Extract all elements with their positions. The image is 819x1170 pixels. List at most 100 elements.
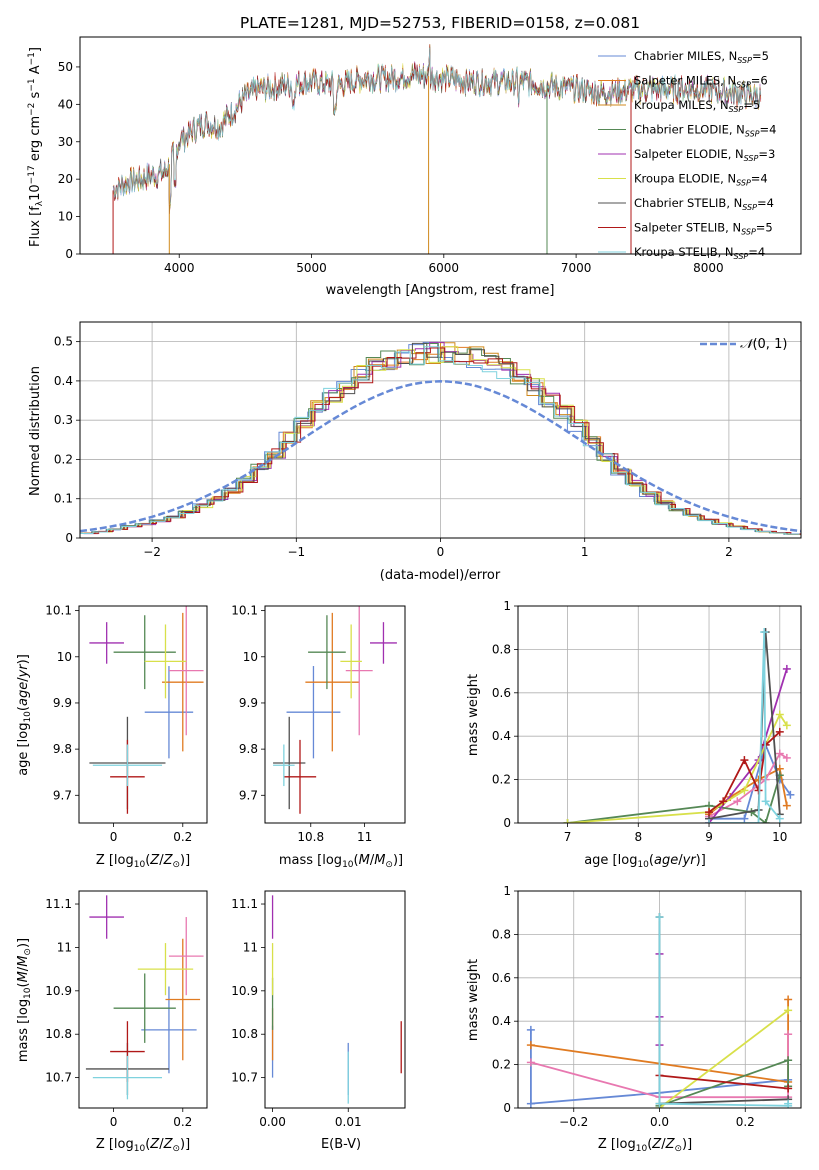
errorbar-point (113, 973, 176, 1043)
weight-series-line (658, 917, 789, 1105)
x-tick-label: 8000 (693, 261, 724, 275)
legend-entry-rest: =4 (751, 172, 768, 186)
age-vs-metallicity-ylabel: age [log10(age/yr)] (16, 654, 33, 776)
y-tick-label: 10.7 (45, 1071, 72, 1085)
x-tick-label: 4000 (164, 261, 195, 275)
age-vs-metallicity-xlabel: Z [log10(Z/Z⊙)] (96, 853, 190, 870)
legend-subscript: SSP (742, 203, 757, 212)
histogram-step-line (80, 343, 799, 535)
y-tick-label: 9.9 (239, 696, 258, 710)
x-tick-label: 0.01 (335, 1115, 362, 1129)
legend-entry-label: Kroupa ELODIE, NSSP=4 (634, 172, 768, 188)
x-tick-label: −0.2 (559, 1115, 588, 1129)
errorbar-point (345, 606, 373, 736)
spectrum-panel: 4000 5000 6000 7000 8000 0 10 20 30 40 50 waveleng… (27, 36, 802, 298)
legend-entry-label: Salpeter MILES, NSSP=6 (634, 74, 768, 90)
errorbar-point (144, 666, 194, 759)
y-tick-label: 20 (58, 172, 73, 186)
y-tick-label: 0.2 (492, 1058, 511, 1072)
plot-clip-group (273, 606, 397, 814)
y-tick-label: 9.9 (53, 696, 72, 710)
legend-subscript: SSP (736, 179, 751, 188)
weight-vs-age-ylabel: mass weight (466, 674, 481, 756)
x-tick-label: 7 (564, 830, 572, 844)
y-tick-label: 0.4 (492, 1014, 511, 1028)
weight-vs-metallicity-ylabel: mass weight (466, 959, 481, 1041)
plot-clip-group (271, 895, 402, 1104)
x-tick-label: 1 (581, 545, 589, 559)
errorbar-point (144, 624, 187, 699)
legend-entry-label: Salpeter STELIB, NSSP=5 (634, 221, 773, 237)
errorbar-point (141, 986, 197, 1074)
y-tick-label: 0.4 (492, 729, 511, 743)
legend-entry-rest: =4 (748, 245, 765, 259)
y-tick-label: 0.6 (492, 686, 511, 700)
errorbar-point (92, 744, 163, 787)
plot-clip-group (80, 341, 801, 535)
histogram-step-line (81, 346, 801, 535)
errorbar-point (283, 739, 317, 814)
y-tick-label: 0 (65, 247, 73, 261)
x-tick-label: 10 (772, 830, 787, 844)
errorbar-point (370, 622, 397, 664)
y-tick-label: 0.1 (54, 492, 73, 506)
axes-frame (517, 605, 802, 824)
y-tick-label: 0 (65, 531, 73, 545)
y-tick-label: 10 (58, 210, 73, 224)
errorbar-point (305, 612, 360, 752)
weight-vs-age-xlabel: age [log10(age/yr)] (584, 853, 706, 870)
y-tick-label: 0.3 (54, 413, 73, 427)
y-tick-label: 9.8 (239, 742, 258, 756)
legend-entry-rest: =4 (757, 196, 774, 210)
plot-clip-group (85, 895, 204, 1100)
legend-entry-rest: =5 (752, 49, 769, 63)
errorbar-point (340, 624, 362, 699)
legend-entry-label: Chabrier MILES, NSSP=5 (634, 49, 769, 65)
spectrum-series-line (112, 47, 762, 206)
legend-subscript: SSP (744, 154, 759, 163)
legend-entry-label: Chabrier STELIB, NSSP=4 (634, 196, 774, 212)
errorbar-point (168, 606, 204, 736)
x-tick-label: 8 (634, 830, 642, 844)
plot-clip-group (563, 628, 795, 823)
legend-entry-rest: =3 (758, 147, 775, 161)
x-tick-label: −2 (143, 545, 161, 559)
age-vs-metallicity-plot-area: 0 0.2 9.7 9.8 9.9 10 10.1 (45, 604, 208, 844)
histogram-step-line (80, 341, 799, 535)
y-tick-label: 50 (58, 60, 73, 74)
x-tick-label: 0.00 (259, 1115, 286, 1129)
mass-vs-metallicity-xlabel: Z [log10(Z/Z⊙)] (96, 1137, 190, 1154)
x-tick-label: 11 (357, 830, 372, 844)
y-tick-label: 10.1 (45, 604, 72, 618)
legend-subscript: SSP (734, 252, 749, 261)
y-tick-label: 0.2 (54, 452, 73, 466)
plot-clip-group (89, 606, 204, 814)
x-tick-label: 10.8 (297, 830, 324, 844)
y-tick-label: 10.7 (231, 1071, 258, 1085)
y-tick-label: 10.9 (231, 984, 258, 998)
weight-vs-metallicity-plot-area: −0.2 0.0 0.2 0 0.2 0.4 0.6 0.8 1 (492, 884, 802, 1129)
errorbar-point (273, 744, 295, 787)
axes-frame (264, 890, 406, 1109)
errorbar-point (286, 666, 341, 759)
axes-frame (264, 605, 406, 824)
x-tick-label: 0.2 (173, 830, 192, 844)
errorbar-point (162, 612, 204, 752)
residuals-plot-area: −2 −1 0 1 2 0 0.1 0.2 0.3 0.4 0.5 (54, 321, 802, 559)
mass-vs-extinction-panel: 0.00 0.01 10.7 10.8 10.9 11 11.1 E(B-V) (231, 890, 406, 1152)
y-tick-label: 11.1 (45, 897, 72, 911)
errorbar-point (92, 1055, 163, 1100)
weight-series-line (708, 731, 781, 813)
weight-series-line (659, 1074, 789, 1090)
x-tick-label: 0 (110, 1115, 118, 1129)
residuals-panel: −2 −1 0 1 2 0 0.1 0.2 0.3 0.4 0.5 (data-model)/err… (28, 321, 802, 583)
axes-frame (78, 605, 208, 824)
legend-subscript: SSP (736, 81, 751, 90)
weight-series-line (530, 1029, 789, 1105)
plot-clip-group (526, 913, 793, 1108)
legend-subscript: SSP (745, 130, 760, 139)
legend-entry-rest: =5 (756, 221, 773, 235)
y-tick-label: 9.7 (53, 788, 72, 802)
